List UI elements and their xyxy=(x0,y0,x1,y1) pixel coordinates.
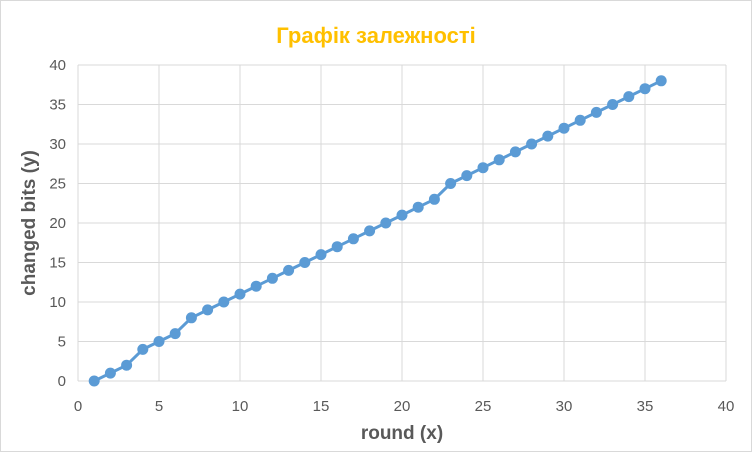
y-tick-label: 40 xyxy=(49,57,66,74)
data-point xyxy=(655,75,667,87)
series xyxy=(88,75,667,387)
data-point xyxy=(347,233,359,245)
data-point xyxy=(331,241,343,253)
y-tick-label: 25 xyxy=(49,176,66,193)
x-tick-label: 35 xyxy=(637,398,654,415)
data-point xyxy=(185,312,197,324)
x-tick-label: 40 xyxy=(718,398,735,415)
data-point xyxy=(364,225,376,237)
data-point xyxy=(104,367,116,379)
data-point xyxy=(88,375,100,387)
x-tick-label: 15 xyxy=(313,398,330,415)
y-tick-label: 20 xyxy=(49,215,66,232)
data-point xyxy=(153,336,165,347)
data-point xyxy=(590,106,602,118)
x-tick-label: 20 xyxy=(394,398,411,415)
data-point xyxy=(639,83,651,95)
data-point xyxy=(607,99,619,110)
y-tick-label: 35 xyxy=(49,97,66,114)
y-tick-label: 10 xyxy=(49,294,66,311)
data-point xyxy=(461,170,473,182)
data-point xyxy=(266,272,278,284)
y-tick-label: 5 xyxy=(58,334,66,351)
data-point xyxy=(574,114,586,126)
data-point xyxy=(299,257,311,268)
data-point xyxy=(526,138,538,150)
data-point xyxy=(137,343,149,355)
data-point xyxy=(315,249,327,261)
data-point xyxy=(477,162,489,174)
grid-lines xyxy=(77,64,727,382)
y-tick-label: 30 xyxy=(49,136,66,153)
y-tick-label: 0 xyxy=(58,373,66,390)
data-point xyxy=(250,280,262,292)
data-point xyxy=(283,264,295,276)
data-point xyxy=(218,296,230,308)
data-point xyxy=(412,201,424,213)
data-point xyxy=(509,146,521,158)
data-point xyxy=(623,91,635,103)
x-tick-label: 5 xyxy=(155,398,163,415)
data-point xyxy=(445,178,457,189)
x-tick-labels: 0 5 10 15 20 25 30 35 40 xyxy=(74,398,735,415)
x-tick-label: 25 xyxy=(475,398,492,415)
data-point xyxy=(428,193,440,205)
y-axis-title: changed bits (y) xyxy=(19,150,40,296)
x-axis-title: round (x) xyxy=(361,423,443,444)
y-tick-labels: 0 5 10 15 20 25 30 35 40 xyxy=(49,57,66,390)
x-tick-label: 0 xyxy=(74,398,82,415)
data-point xyxy=(202,304,214,316)
y-tick-label: 15 xyxy=(49,255,66,272)
x-tick-label: 10 xyxy=(232,398,249,415)
data-point xyxy=(121,359,133,371)
data-point xyxy=(396,209,408,221)
data-point xyxy=(558,122,570,134)
data-point xyxy=(380,217,392,229)
data-point xyxy=(493,154,505,166)
data-point xyxy=(542,130,554,142)
data-point xyxy=(169,328,181,340)
chart-title: Графік залежності xyxy=(276,23,475,48)
x-tick-label: 30 xyxy=(556,398,573,415)
data-point xyxy=(234,288,246,300)
